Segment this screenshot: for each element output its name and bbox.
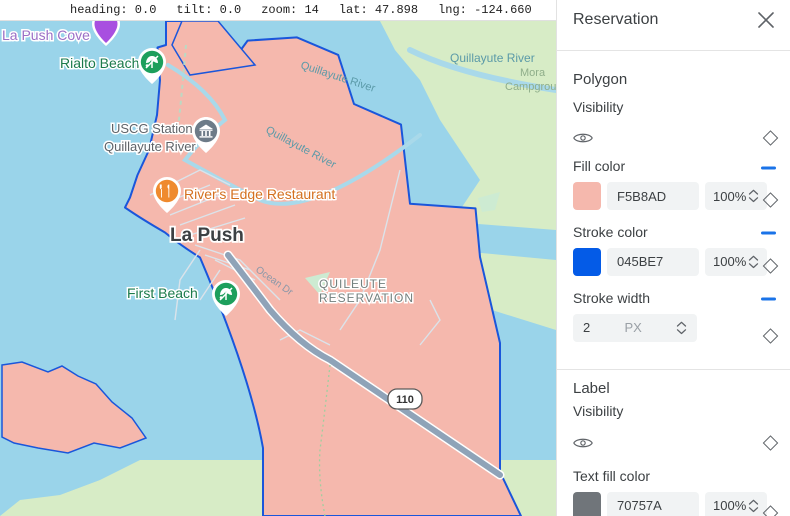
svg-text:River's Edge Restaurant: River's Edge Restaurant	[184, 186, 335, 202]
svg-text:La Push Cove: La Push Cove	[2, 27, 90, 43]
svg-text:Campground: Campground	[505, 81, 556, 93]
svg-text:La Push: La Push	[170, 225, 244, 246]
svg-text:Quillayute River: Quillayute River	[450, 51, 535, 65]
svg-text:RESERVATION: RESERVATION	[319, 291, 414, 305]
svg-text:USCG Station: USCG Station	[111, 121, 193, 136]
svg-text:First Beach: First Beach	[127, 285, 198, 301]
svg-text:Rialto Beach: Rialto Beach	[60, 55, 139, 71]
svg-text:Mora: Mora	[520, 67, 546, 79]
svg-text:QUILEUTE: QUILEUTE	[319, 277, 387, 291]
svg-text:110: 110	[396, 394, 414, 406]
svg-text:Quillayute River: Quillayute River	[104, 139, 196, 154]
